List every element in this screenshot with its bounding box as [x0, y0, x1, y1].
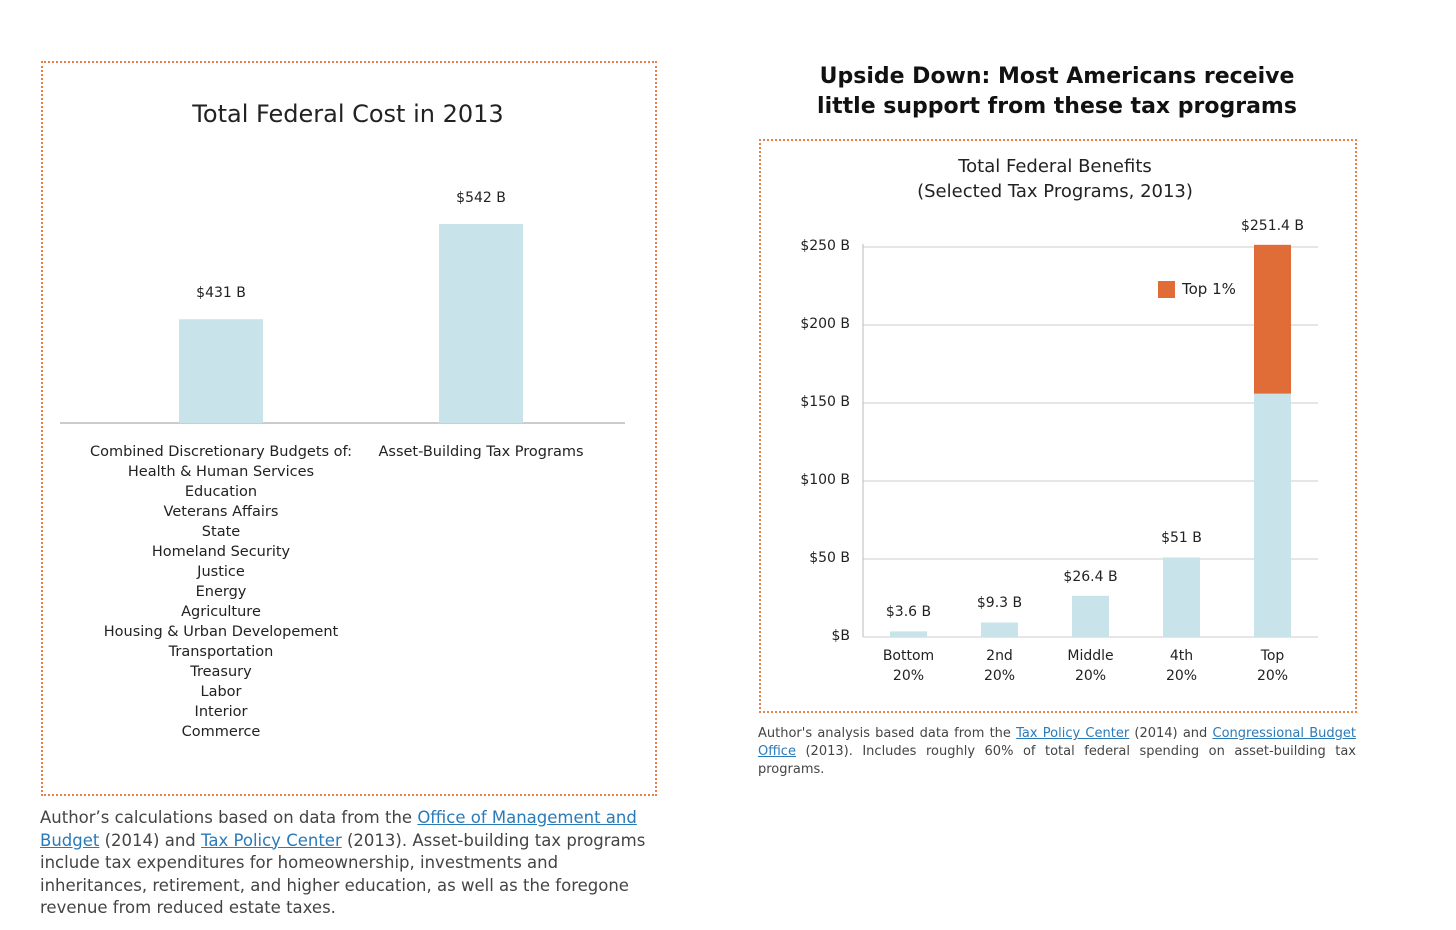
- bar-segment: [890, 631, 927, 637]
- caption: Author's analysis based data from the Ta…: [758, 725, 1356, 779]
- x-tick-label: Middle 20%: [1067, 648, 1114, 684]
- data-label: $251.4 B: [1240, 217, 1305, 234]
- chart-frame: [759, 139, 1357, 713]
- data-label: $3.6 B: [885, 604, 932, 621]
- bar: [179, 319, 263, 423]
- data-label: $431 B: [196, 285, 246, 302]
- x-tick-label: Top 20%: [1256, 648, 1289, 684]
- data-label: $9.3 B: [976, 595, 1023, 612]
- caption-text: (2013). Asset-building tax programs incl…: [40, 830, 646, 918]
- caption-text: Author's analysis based data from the: [758, 726, 1017, 741]
- caption-text: (2014) and: [99, 830, 202, 850]
- caption-text: (2014) and: [1129, 726, 1213, 741]
- bar-segment: [1254, 244, 1291, 394]
- bar: [439, 224, 523, 423]
- data-label: $542 B: [456, 190, 506, 207]
- x-tick-label: 4th 20%: [1165, 648, 1198, 684]
- x-tick-label: Asset-Building Tax Programs: [378, 444, 584, 460]
- chart-title: Upside Down: Most Americans receive litt…: [817, 64, 1297, 119]
- caption-link[interactable]: Congressional Budget Office: [758, 726, 1356, 759]
- caption-text: Author’s calculations based on data from…: [40, 808, 418, 827]
- bar-segment: [1254, 393, 1291, 637]
- x-tick-label: Combined Discretionary Budgets of: Healt…: [89, 444, 353, 740]
- y-tick-label: $50 B: [809, 550, 850, 566]
- data-label: $26.4 B: [1063, 568, 1118, 585]
- data-label: $51 B: [1161, 530, 1202, 547]
- caption-link[interactable]: Office of Management and Budget: [40, 808, 637, 850]
- x-tick-label: 2nd 20%: [983, 648, 1016, 684]
- chart-frame: [41, 61, 657, 796]
- y-tick-label: $B: [831, 628, 850, 644]
- y-tick-label: $150 B: [800, 394, 850, 410]
- y-tick-label: $100 B: [800, 472, 850, 488]
- bar-segment: [1072, 595, 1109, 637]
- caption-link[interactable]: Tax Policy Center: [201, 830, 342, 850]
- legend-label: Top 1%: [1182, 280, 1236, 298]
- y-tick-label: $250 B: [800, 238, 850, 254]
- caption: Author’s calculations based on data from…: [40, 807, 664, 920]
- caption-text: (2013). Includes roughly 60% of total fe…: [758, 744, 1356, 777]
- bar-segment: [981, 622, 1018, 637]
- chart-subtitle: Total Federal Benefits (Selected Tax Pro…: [917, 156, 1193, 202]
- caption-link[interactable]: Tax Policy Center: [1016, 726, 1130, 741]
- y-tick-label: $200 B: [800, 316, 850, 332]
- chart-title: Total Federal Cost in 2013: [192, 100, 504, 128]
- x-tick-label: Bottom 20%: [882, 648, 935, 684]
- bar-segment: [1163, 557, 1200, 637]
- legend-swatch: [1158, 281, 1175, 298]
